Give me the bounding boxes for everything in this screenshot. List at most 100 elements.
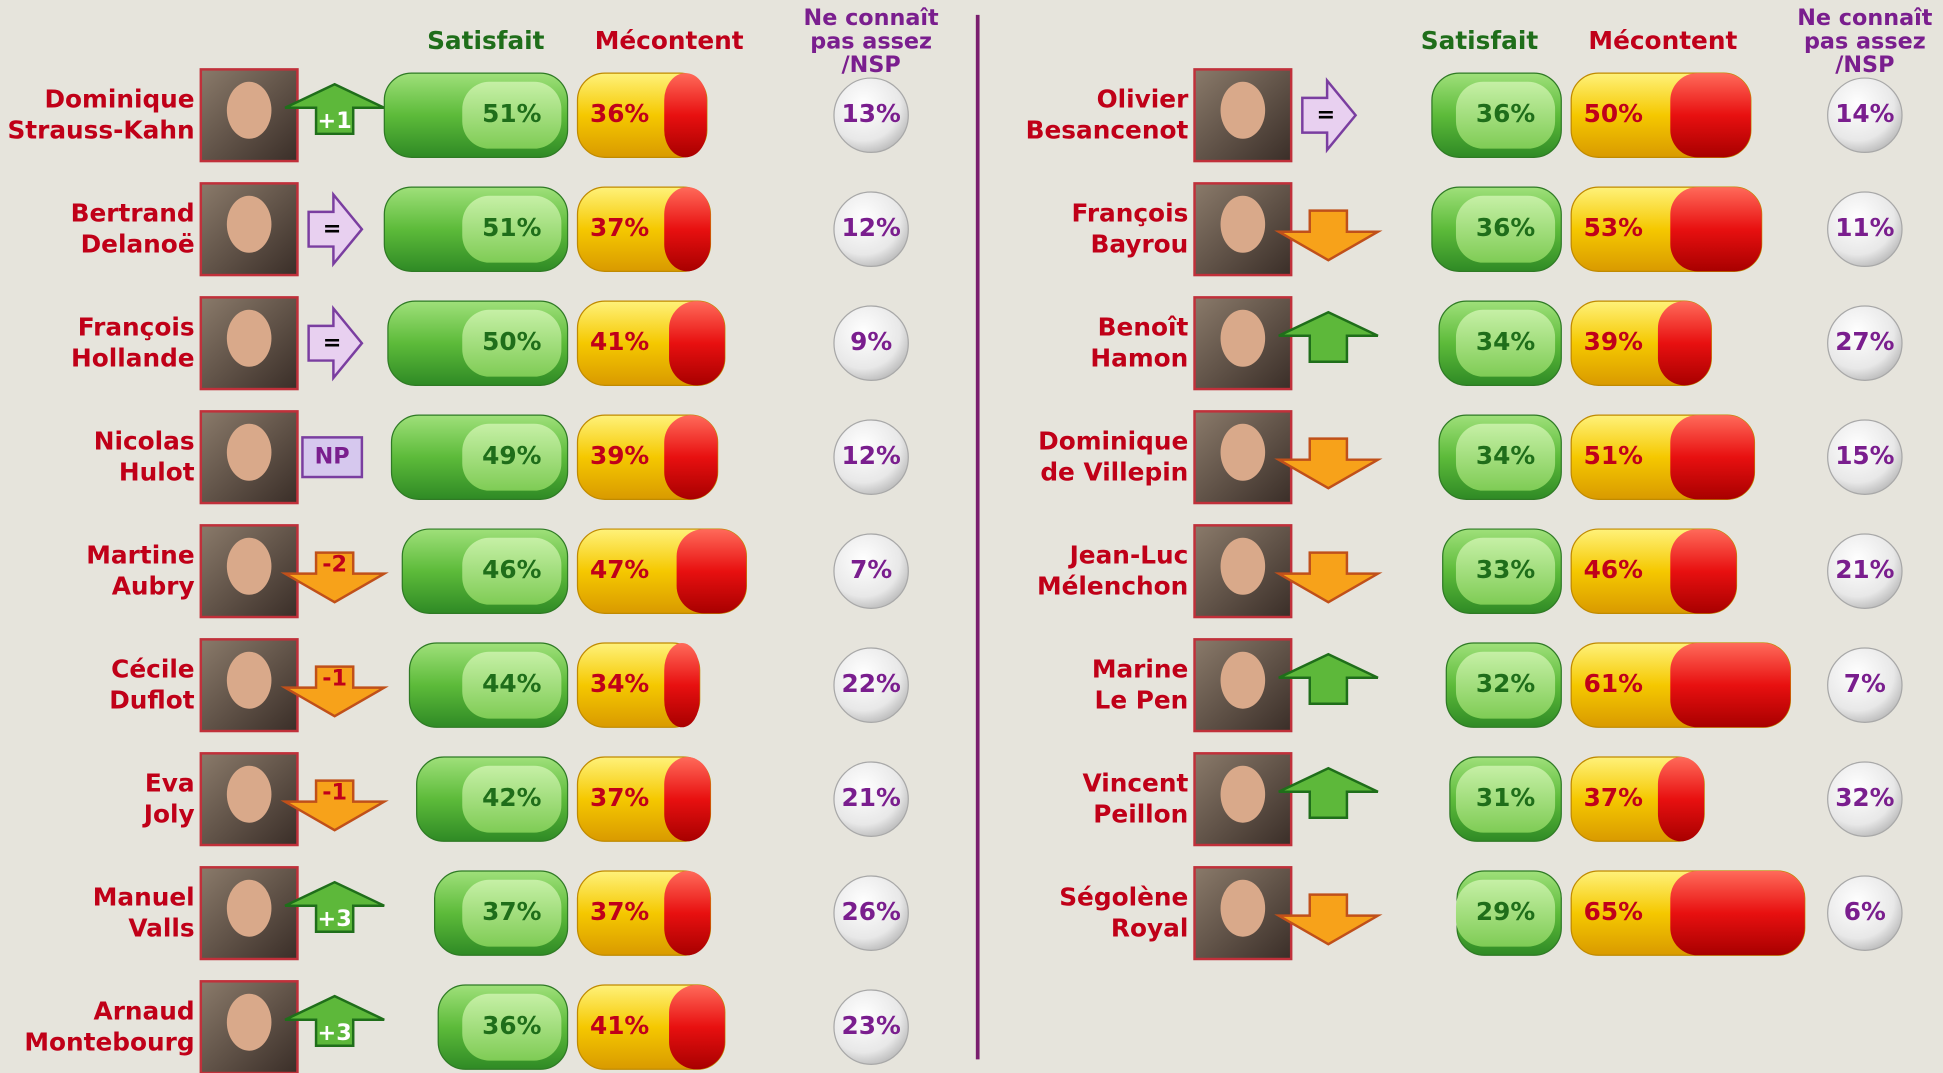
- label-pill-satisfied: [462, 993, 562, 1061]
- bar-unhappy-end: [664, 643, 700, 728]
- label-pill-satisfied: [462, 195, 562, 263]
- unhappy-label: 36%: [590, 99, 649, 128]
- unknown-label: 7%: [1844, 669, 1886, 698]
- unknown-label: 9%: [850, 327, 892, 356]
- person-name: Strauss-Kahn: [7, 115, 194, 144]
- header-satisfied: Satisfait: [1421, 26, 1539, 55]
- photo-face: [226, 537, 272, 595]
- ball-unknown: [1827, 761, 1903, 837]
- ball-unknown: [1827, 647, 1903, 723]
- person-name: Duflot: [109, 685, 195, 714]
- satisfied-label: 49%: [482, 441, 541, 470]
- unhappy-label: 34%: [590, 669, 649, 698]
- person-name: Ségolène: [1059, 882, 1188, 911]
- label-pill-satisfied: [1455, 879, 1556, 947]
- person-name: Bayrou: [1090, 229, 1188, 258]
- unknown-label: 13%: [841, 99, 900, 128]
- ball-unknown: [1827, 875, 1903, 951]
- satisfied-label: 36%: [1476, 213, 1535, 242]
- bar-unhappy-end: [1670, 643, 1791, 728]
- bar-unhappy-end: [1670, 73, 1751, 158]
- person-name: Joly: [142, 799, 195, 828]
- person-name: Cécile: [111, 654, 194, 683]
- satisfied-label: 29%: [1476, 897, 1535, 926]
- header-unknown: /NSP: [1835, 52, 1894, 78]
- label-pill-satisfied: [462, 81, 562, 149]
- person-name: Bertrand: [71, 198, 195, 227]
- unknown-label: 32%: [1835, 783, 1894, 812]
- change-label: -2: [322, 551, 347, 577]
- ball-unknown: [833, 989, 909, 1065]
- satisfied-label: 51%: [482, 99, 541, 128]
- label-pill-satisfied: [462, 309, 562, 377]
- bar-unhappy-end: [1670, 871, 1805, 956]
- unhappy-label: 37%: [590, 897, 649, 926]
- bar-unhappy-end: [1670, 415, 1755, 500]
- person-name: Dominique: [44, 84, 194, 113]
- change-label: +1: [318, 108, 352, 134]
- unhappy-label: 37%: [590, 783, 649, 812]
- bar-unhappy-end: [664, 871, 711, 956]
- unhappy-label: 65%: [1584, 897, 1643, 926]
- unknown-label: 23%: [841, 1011, 900, 1040]
- unhappy-label: 37%: [1584, 783, 1643, 812]
- photo-face: [226, 423, 272, 481]
- change-arrow-flat: [307, 305, 364, 382]
- change-label: =: [323, 216, 342, 242]
- person-name: Mélenchon: [1037, 571, 1188, 600]
- bar-unhappy-end: [1657, 301, 1712, 386]
- unhappy-label: 53%: [1584, 213, 1643, 242]
- satisfied-label: 42%: [482, 783, 541, 812]
- label-pill-satisfied: [1455, 195, 1556, 263]
- label-pill-satisfied: [1455, 765, 1556, 833]
- change-label: -1: [322, 779, 347, 805]
- header-unknown: pas assez: [810, 29, 932, 55]
- bar-unhappy-end: [669, 301, 725, 386]
- photo-face: [1220, 537, 1266, 595]
- unknown-label: 21%: [841, 783, 900, 812]
- photo-face: [1220, 651, 1266, 709]
- change-arrow-down: [1274, 551, 1383, 604]
- change-label: =: [1317, 102, 1336, 128]
- label-pill-satisfied: [1455, 651, 1556, 719]
- header-unknown: /NSP: [842, 52, 901, 78]
- change-label: NP: [315, 444, 350, 470]
- label-pill-satisfied: [1455, 81, 1556, 149]
- change-arrow-down: [280, 779, 389, 832]
- unknown-label: 11%: [1835, 213, 1894, 242]
- change-label: =: [323, 330, 342, 356]
- unknown-label: 6%: [1844, 897, 1886, 926]
- photo-face: [226, 879, 272, 937]
- photo-face: [1220, 765, 1266, 823]
- unknown-label: 15%: [1835, 441, 1894, 470]
- satisfied-label: 36%: [482, 1011, 541, 1040]
- person-name: François: [1072, 198, 1189, 227]
- person-name: Peillon: [1093, 799, 1188, 828]
- ball-unknown: [833, 647, 909, 723]
- change-arrow-down: [1274, 437, 1383, 490]
- person-name: Besancenot: [1026, 115, 1189, 144]
- label-pill-satisfied: [462, 423, 562, 491]
- change-arrow-up: [1278, 652, 1379, 706]
- photo-face: [1220, 195, 1266, 253]
- label-pill-satisfied: [1455, 423, 1556, 491]
- ball-unknown: [833, 875, 909, 951]
- ball-unknown: [1827, 533, 1903, 609]
- unknown-label: 12%: [841, 213, 900, 242]
- change-arrow-up: [1278, 766, 1379, 819]
- person-name: Delanoë: [81, 229, 195, 258]
- person-name: de Villepin: [1040, 457, 1188, 486]
- photo-face: [1220, 81, 1266, 139]
- header-unhappy: Mécontent: [595, 26, 744, 55]
- person-name: Benoît: [1098, 312, 1189, 341]
- unhappy-label: 39%: [590, 441, 649, 470]
- person-name: Hulot: [119, 457, 195, 486]
- unhappy-label: 41%: [590, 327, 649, 356]
- header-satisfied: Satisfait: [427, 26, 545, 55]
- unknown-label: 22%: [841, 669, 900, 698]
- unhappy-label: 47%: [590, 555, 649, 584]
- unhappy-label: 37%: [590, 213, 649, 242]
- change-label: -1: [322, 665, 347, 691]
- photo-face: [226, 651, 272, 709]
